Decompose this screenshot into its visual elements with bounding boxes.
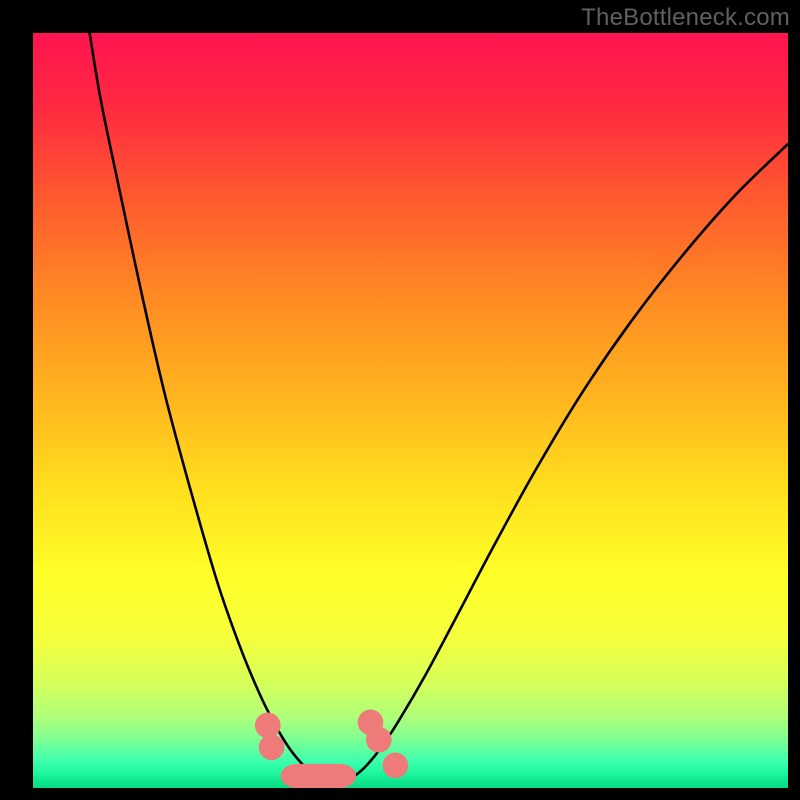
bottleneck-highlight-dot [366, 727, 392, 753]
chart-plot-area [33, 33, 788, 788]
bottleneck-highlight-dot [255, 713, 281, 739]
bottleneck-highlight-dot [383, 753, 409, 779]
watermark-text: TheBottleneck.com [581, 4, 790, 32]
bottleneck-highlight-base [281, 764, 357, 788]
gradient-background [33, 33, 788, 788]
bottleneck-highlight-dot [259, 734, 285, 760]
